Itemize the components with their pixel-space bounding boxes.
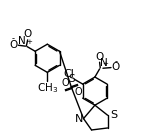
Text: O: O bbox=[96, 52, 104, 62]
Text: S: S bbox=[68, 74, 75, 84]
Text: S: S bbox=[110, 110, 117, 120]
Text: +: + bbox=[26, 39, 32, 45]
Text: N: N bbox=[74, 114, 83, 124]
Text: CH$_3$: CH$_3$ bbox=[37, 81, 58, 95]
Text: -: - bbox=[12, 35, 15, 44]
Text: O: O bbox=[62, 78, 70, 88]
Text: +: + bbox=[103, 61, 109, 67]
Text: O: O bbox=[9, 40, 18, 50]
Text: O: O bbox=[112, 62, 120, 72]
Text: O: O bbox=[74, 87, 82, 97]
Text: O: O bbox=[24, 29, 32, 39]
Text: Cl: Cl bbox=[63, 69, 74, 79]
Text: N: N bbox=[18, 36, 26, 46]
Text: -: - bbox=[115, 57, 118, 66]
Text: N: N bbox=[100, 58, 108, 68]
